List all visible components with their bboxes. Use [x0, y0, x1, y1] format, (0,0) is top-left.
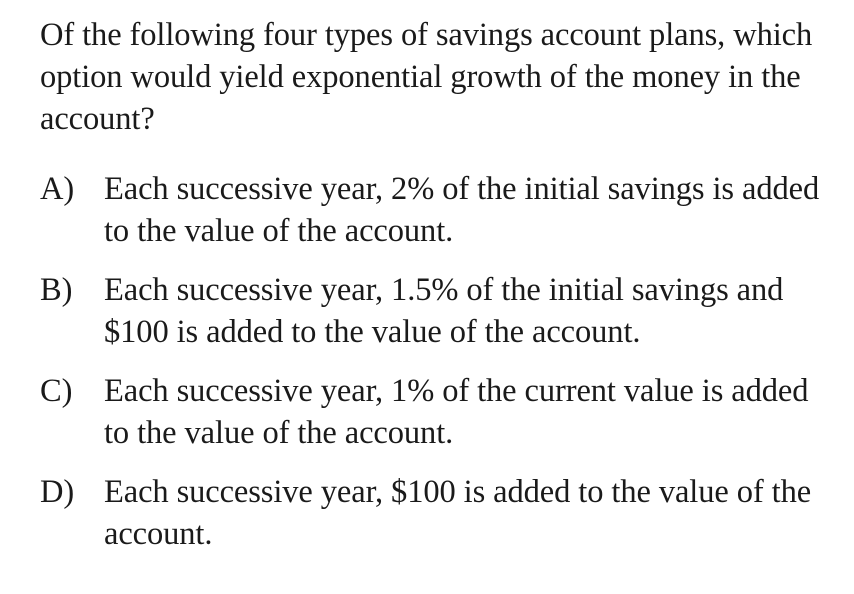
answer-choices: A) Each successive year, 2% of the initi… — [40, 168, 840, 572]
question-text: Of the following four types of savings a… — [40, 17, 813, 137]
choice-letter: D) — [40, 474, 75, 510]
choice-letter: B) — [40, 272, 73, 308]
choice-text: Each successive year, 1.5% of the initia… — [104, 272, 784, 350]
choice-b[interactable]: B) Each successive year, 1.5% of the ini… — [40, 269, 840, 353]
choice-letter: A) — [40, 171, 75, 207]
choice-text: Each successive year, 2% of the initial … — [104, 171, 820, 249]
choice-c[interactable]: C) Each successive year, 1% of the curre… — [40, 370, 840, 454]
choice-text: Each successive year, 1% of the current … — [104, 373, 809, 451]
choice-letter: C) — [40, 373, 73, 409]
choice-d[interactable]: D) Each successive year, $100 is added t… — [40, 471, 840, 555]
choice-a[interactable]: A) Each successive year, 2% of the initi… — [40, 168, 840, 252]
choice-text: Each successive year, $100 is added to t… — [104, 474, 812, 552]
